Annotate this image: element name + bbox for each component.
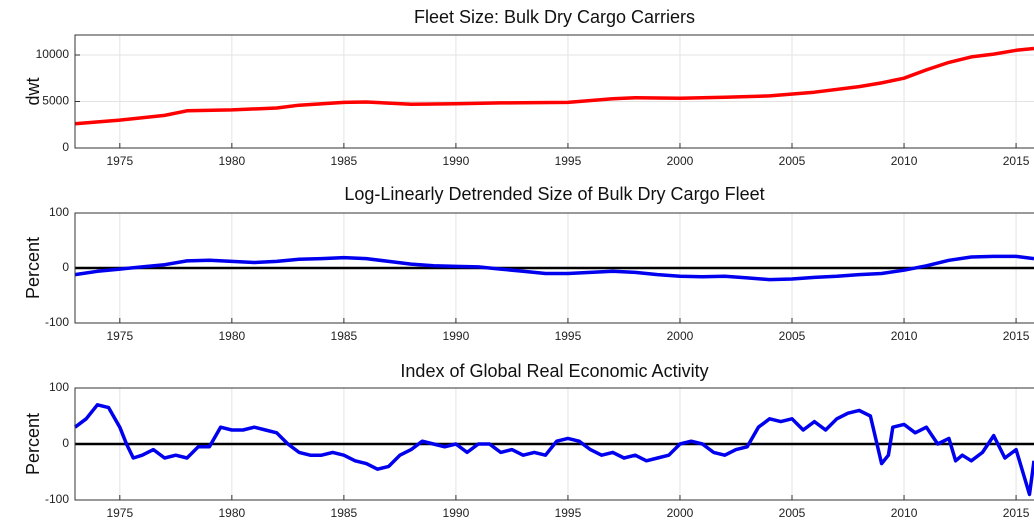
y-tick-label: 10000 <box>36 47 70 61</box>
x-tick-label: 2005 <box>779 329 806 343</box>
y-axis-label: dwt <box>23 77 43 105</box>
y-tick-label: 0 <box>62 260 69 274</box>
x-tick-label: 2005 <box>779 154 806 168</box>
x-tick-label: 1975 <box>106 154 133 168</box>
x-tick-label: 2000 <box>667 329 694 343</box>
chart-title: Index of Global Real Economic Activity <box>400 361 708 381</box>
y-tick-label: -100 <box>45 315 69 329</box>
data-line <box>73 403 1034 497</box>
y-axis-label: Percent <box>23 413 43 475</box>
x-tick-label: 1975 <box>106 506 133 520</box>
x-tick-label: 1980 <box>218 154 245 168</box>
y-tick-label: -100 <box>45 492 69 506</box>
y-tick-label: 5000 <box>42 94 69 108</box>
x-tick-label: 1980 <box>218 329 245 343</box>
x-tick-label: 2000 <box>667 506 694 520</box>
x-tick-label: 2010 <box>891 506 918 520</box>
x-tick-label: 1995 <box>555 329 582 343</box>
x-tick-label: 1975 <box>106 329 133 343</box>
y-tick-label: 0 <box>62 436 69 450</box>
x-tick-label: 2015 <box>1003 506 1030 520</box>
y-tick-label: 100 <box>49 205 69 219</box>
chart-title: Fleet Size: Bulk Dry Cargo Carriers <box>414 7 695 27</box>
y-tick-label: 0 <box>62 140 69 154</box>
x-tick-label: 2010 <box>891 329 918 343</box>
data-line <box>74 254 1034 282</box>
x-tick-label: 1985 <box>331 506 358 520</box>
x-tick-label: 2000 <box>667 154 694 168</box>
x-tick-label: 1985 <box>331 154 358 168</box>
plot-area <box>75 35 1034 148</box>
y-tick-label: 100 <box>49 380 69 394</box>
y-axis-label: Percent <box>23 237 43 299</box>
axes-box <box>74 212 1034 324</box>
chart-title: Log-Linearly Detrended Size of Bulk Dry … <box>344 184 764 204</box>
x-tick-label: 1995 <box>555 154 582 168</box>
x-tick-label: 1980 <box>218 506 245 520</box>
data-line <box>74 46 1034 126</box>
x-tick-label: 1995 <box>555 506 582 520</box>
x-tick-label: 2010 <box>891 154 918 168</box>
x-tick-label: 2005 <box>779 506 806 520</box>
x-tick-label: 2015 <box>1003 329 1030 343</box>
x-tick-label: 1990 <box>443 329 470 343</box>
x-tick-label: 1990 <box>443 506 470 520</box>
axes-box <box>74 387 1034 501</box>
x-tick-label: 2015 <box>1003 154 1030 168</box>
x-tick-label: 1985 <box>331 329 358 343</box>
x-tick-label: 1990 <box>443 154 470 168</box>
axes-box <box>74 34 1034 149</box>
